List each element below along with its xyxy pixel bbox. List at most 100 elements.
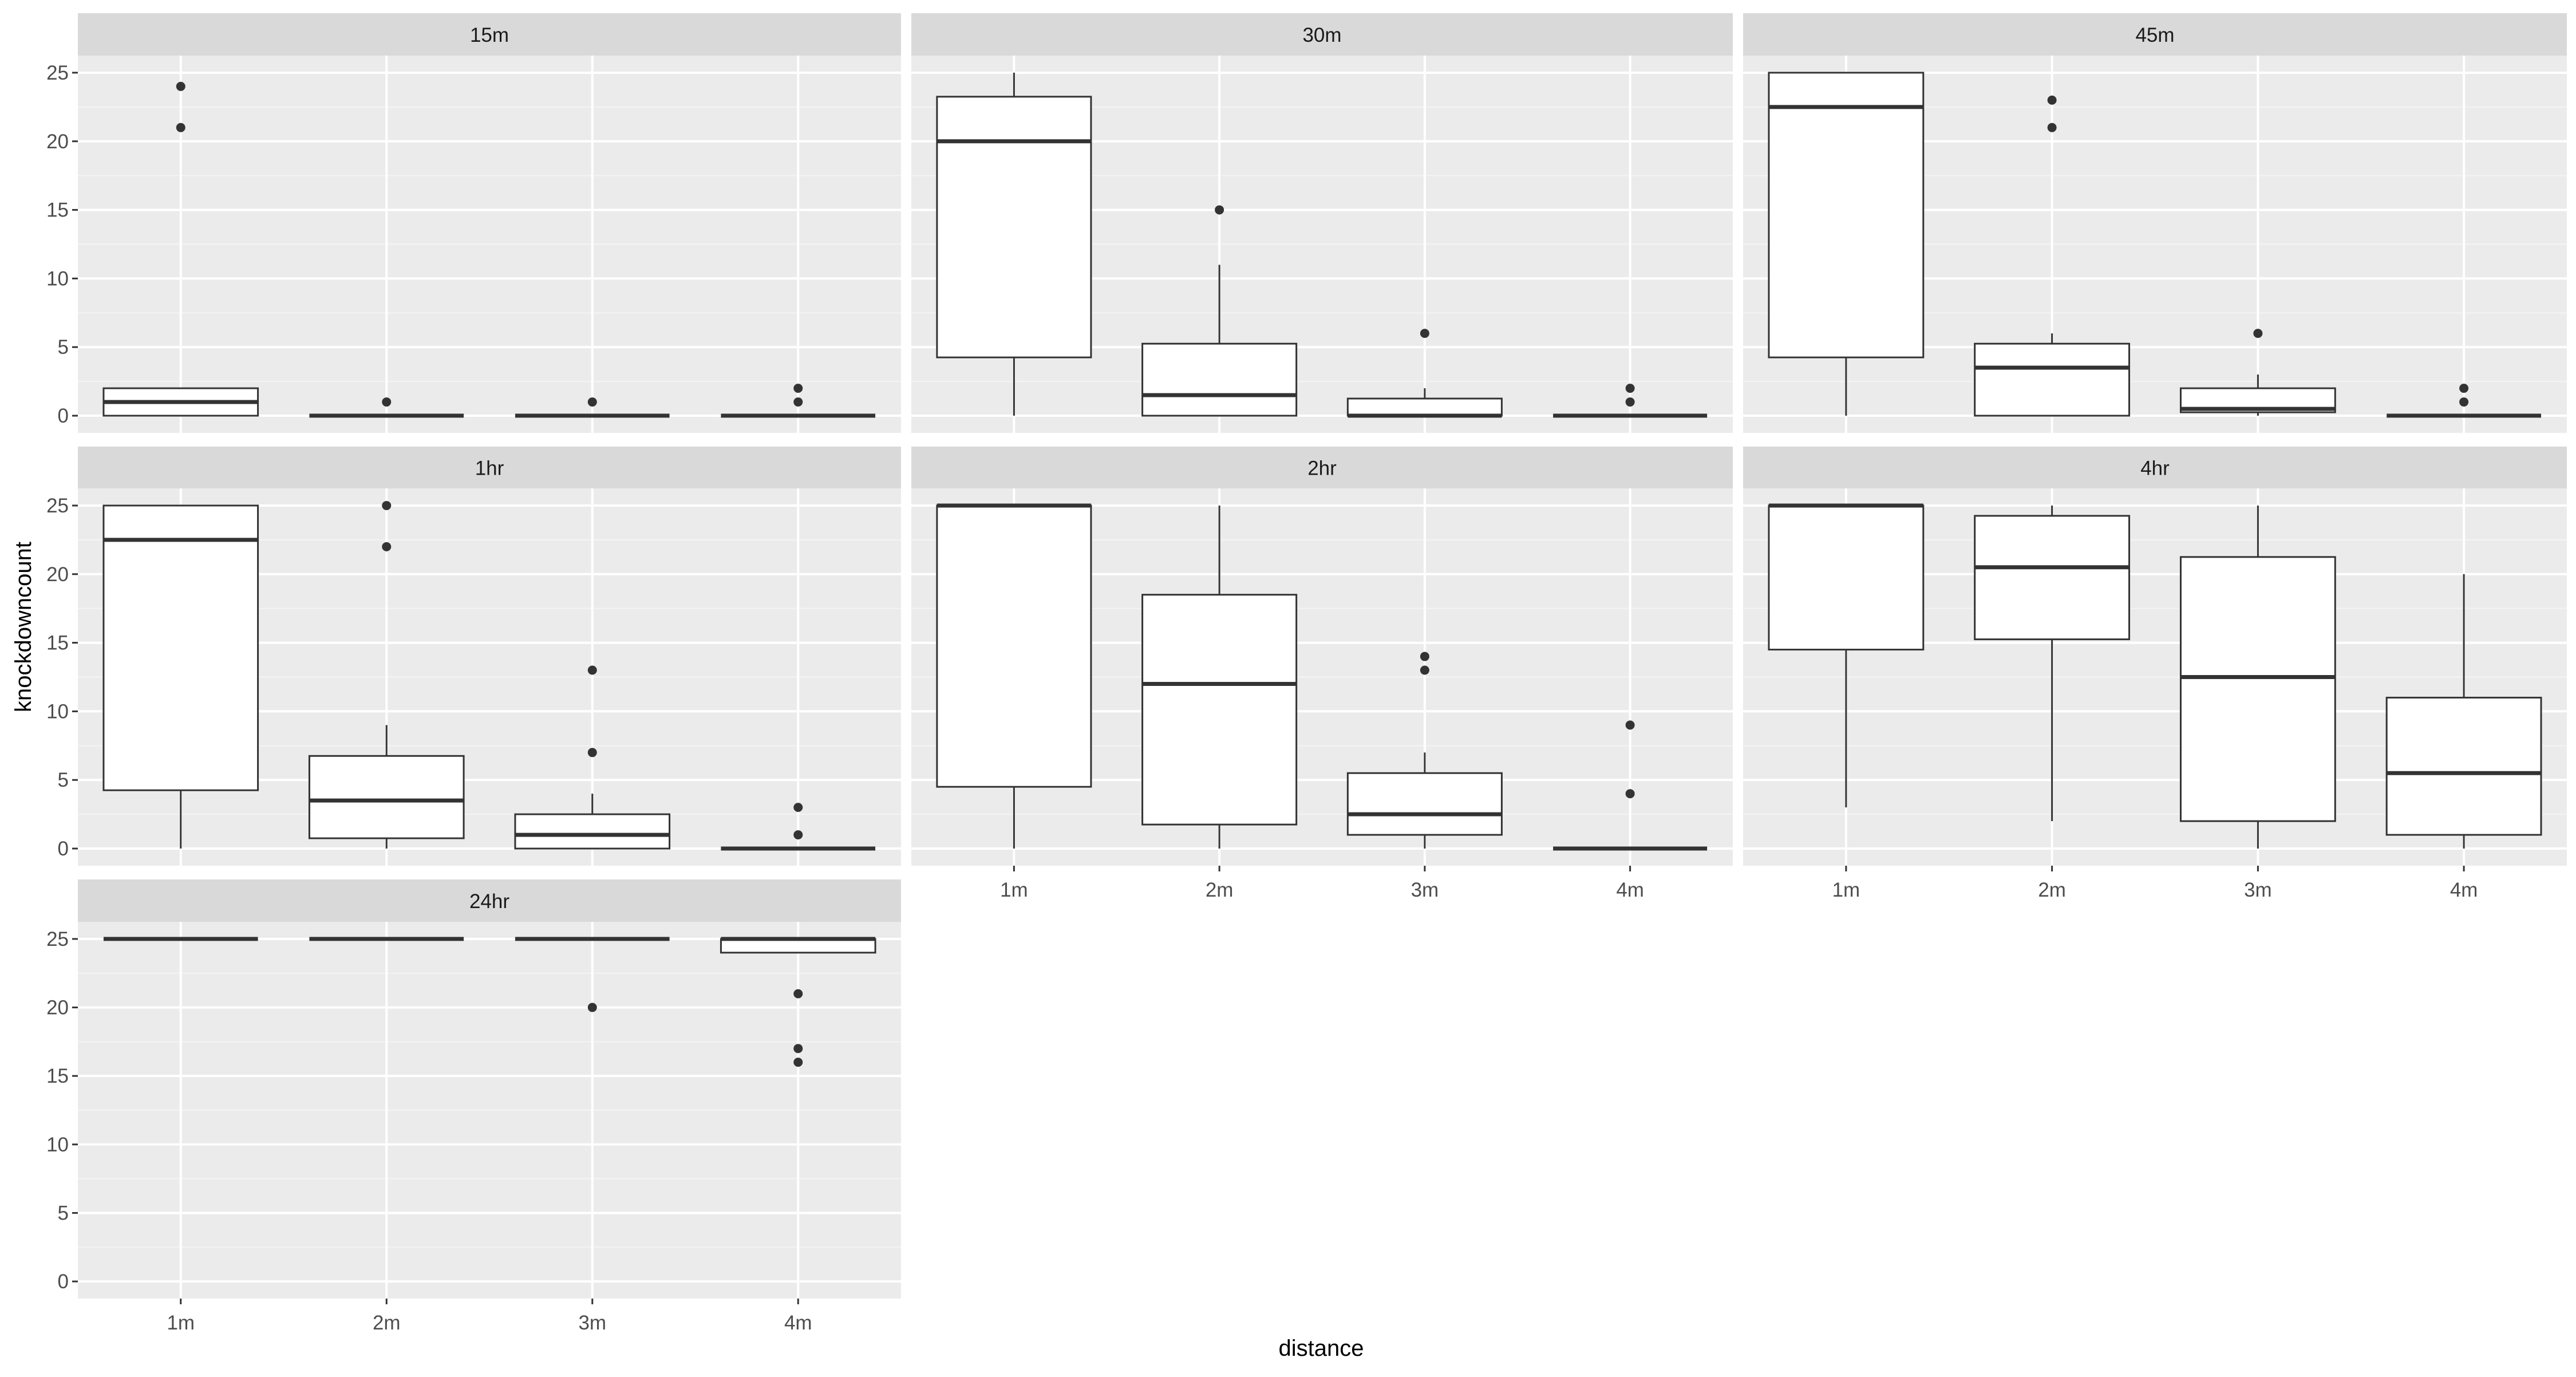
y-tick-label: 5 [58, 336, 69, 358]
outlier-point [176, 123, 185, 132]
box-body [1141, 594, 1298, 826]
box-body [1974, 515, 2131, 641]
x-tick-label: 4m [2450, 879, 2478, 901]
x-tick-label: 1m [167, 1312, 195, 1334]
facet-strip [1743, 447, 2567, 488]
facet-label: 15m [470, 24, 509, 46]
panel-2hr: 2hr 1m 2m 3m 4m [911, 447, 1733, 901]
y-tick-label: 25 [46, 928, 69, 950]
outlier-point [176, 81, 185, 91]
x-tick-label: 3m [2244, 879, 2272, 901]
panel-4hr: 4hr 1m 2m 3m 4m [1743, 447, 2567, 901]
y-tick-label: 20 [46, 563, 69, 586]
box-3m [514, 665, 671, 850]
box-1m [1768, 72, 1925, 416]
box-3m [1346, 329, 1503, 418]
y-tick-label: 15 [46, 632, 69, 654]
x-tick-label: 2m [1206, 879, 1234, 901]
box-2m [308, 500, 465, 849]
outlier-point [793, 397, 803, 407]
y-tick-label: 5 [58, 1202, 69, 1224]
panel-15m: 15m 0 5 10 15 20 25 [46, 13, 901, 433]
outlier-point [793, 803, 803, 812]
y-tick-label: 20 [46, 997, 69, 1019]
box-2m [1141, 505, 1298, 849]
box-body [1768, 72, 1925, 358]
outlier-point [382, 397, 392, 407]
box-body [1974, 342, 2131, 417]
outlier-point [793, 1058, 803, 1067]
facet-strip [1743, 13, 2567, 56]
box-body [1768, 504, 1925, 651]
outlier-point [793, 989, 803, 999]
box-body [936, 504, 1092, 788]
box-2m [309, 397, 464, 418]
y-tick-label: 10 [46, 267, 69, 290]
box-1m [102, 504, 259, 849]
x-tick-label: 2m [373, 1312, 401, 1334]
box-4m [2385, 574, 2542, 849]
box-1m [102, 81, 259, 417]
outlier-point [2047, 95, 2057, 105]
panel-24hr: 24hr 0 5 10 15 20 25 1m 2m 3m 4m [46, 879, 901, 1334]
y-tick-label: 15 [46, 1065, 69, 1087]
facet-strip [911, 447, 1733, 488]
y-tick-label: 5 [58, 769, 69, 791]
x-tick-label: 4m [1616, 879, 1644, 901]
box-4m [2387, 384, 2542, 418]
outlier-point [1625, 397, 1635, 407]
outlier-point [1625, 384, 1635, 393]
box-3m [515, 397, 670, 418]
x-tick-label: 4m [784, 1312, 812, 1334]
outlier-point [1420, 652, 1429, 661]
box-2m [1974, 505, 2131, 822]
box-body [308, 755, 465, 839]
box-1m [1768, 503, 1925, 808]
box-4m [721, 384, 876, 418]
box-body [936, 96, 1092, 358]
facet-label: 2hr [1307, 457, 1337, 480]
facet-strip [78, 13, 901, 56]
box-body [1346, 772, 1503, 836]
y-axis-title: knockdowncount [11, 542, 36, 712]
box-3m [1346, 652, 1503, 849]
box-4m [1553, 384, 1708, 418]
y-tick-label: 20 [46, 131, 69, 153]
x-tick-label: 3m [1411, 879, 1439, 901]
x-tick-label: 1m [1000, 879, 1028, 901]
box-3m [2179, 329, 2336, 416]
outlier-point [1420, 329, 1429, 338]
facet-label: 24hr [469, 890, 509, 913]
facet-strip [78, 447, 901, 488]
box-body [514, 813, 671, 850]
x-tick-label: 3m [578, 1312, 606, 1334]
y-tick-label: 25 [46, 495, 69, 517]
outlier-point [382, 500, 392, 510]
outlier-point [587, 1003, 597, 1012]
box-body [1141, 342, 1298, 417]
outlier-point [1625, 720, 1635, 730]
box-4m [1553, 720, 1708, 851]
outlier-point [587, 748, 597, 757]
box-body [102, 504, 259, 791]
box-3m [2179, 505, 2336, 849]
y-tick-label: 25 [46, 62, 69, 84]
outlier-point [587, 397, 597, 407]
outlier-point [2459, 397, 2469, 407]
box-2m [1141, 205, 1298, 417]
outlier-point [2253, 329, 2263, 338]
x-tick-label: 2m [2038, 879, 2066, 901]
outlier-point [1625, 789, 1635, 799]
outlier-point [587, 665, 597, 675]
panel-1hr: 1hr 0 5 10 15 20 25 [46, 447, 901, 866]
box-4m [721, 803, 876, 851]
facet-strip [911, 13, 1733, 56]
y-tick-label: 10 [46, 700, 69, 723]
outlier-point [1420, 665, 1429, 675]
box-4m [720, 937, 876, 1067]
facet-label: 1hr [475, 457, 504, 480]
y-tick-label: 0 [58, 405, 69, 427]
box-1m [936, 72, 1092, 416]
